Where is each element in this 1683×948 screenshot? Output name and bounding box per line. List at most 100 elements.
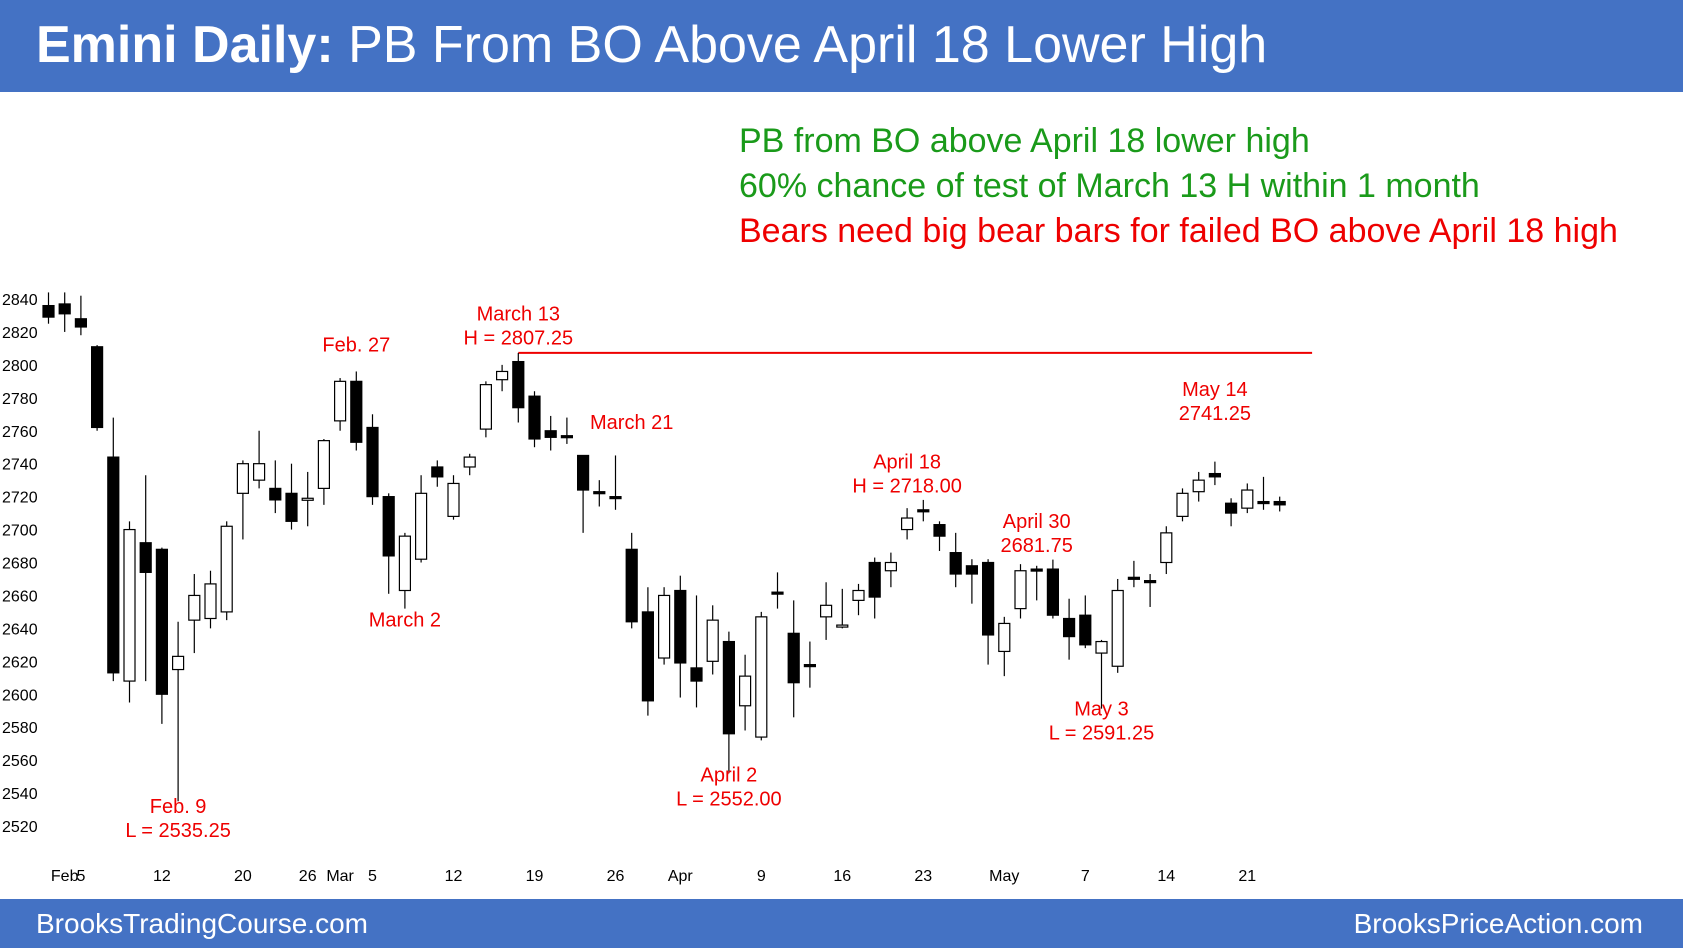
bull-candle bbox=[447, 482, 460, 517]
title-bar bbox=[0, 0, 1683, 92]
bear-candle bbox=[868, 561, 881, 598]
title-rest: PB From BO Above April 18 Lower High bbox=[348, 16, 1268, 74]
bear-candle bbox=[1046, 568, 1060, 616]
x-tick-label: 20 bbox=[234, 868, 252, 885]
y-tick-label: 2640 bbox=[2, 621, 38, 638]
bull-candle bbox=[1095, 640, 1108, 654]
chart-annotation: April 18 H = 2718.00 bbox=[852, 452, 962, 498]
x-tick-label: 5 bbox=[368, 868, 377, 885]
bear-candle bbox=[1208, 472, 1222, 478]
candlestick-chart: 2520254025602580260026202640266026802700… bbox=[2, 292, 1313, 885]
y-tick-label: 2580 bbox=[2, 720, 38, 737]
bear-candle bbox=[350, 380, 363, 443]
y-tick-label: 2780 bbox=[2, 391, 38, 408]
bear-candle bbox=[593, 491, 606, 495]
footer-right-link[interactable]: BrooksPriceAction.com bbox=[1353, 908, 1643, 939]
annotation-line: Feb. 9 bbox=[150, 796, 207, 818]
bull-candle bbox=[398, 535, 411, 592]
bear-candle bbox=[155, 548, 168, 695]
bear-candle bbox=[625, 548, 638, 623]
bull-candle bbox=[334, 380, 347, 422]
chart-annotation: May 14 2741.25 bbox=[1179, 379, 1251, 425]
annotation-line: 2741.25 bbox=[1179, 403, 1251, 425]
x-tick-label: 14 bbox=[1157, 868, 1175, 885]
bull-candle bbox=[253, 463, 266, 481]
bull-candle bbox=[738, 675, 752, 707]
bull-candle bbox=[317, 440, 330, 489]
x-tick-label: 21 bbox=[1238, 868, 1256, 885]
bear-candle bbox=[1273, 500, 1286, 506]
bear-candle bbox=[1030, 568, 1043, 572]
title-bold: Emini Daily: bbox=[36, 16, 334, 74]
annotation-line: March 13 bbox=[477, 303, 560, 325]
bull-candle bbox=[657, 594, 671, 659]
bull-candle bbox=[1014, 570, 1027, 610]
bear-candle bbox=[42, 304, 55, 318]
chart-annotation: March 2 bbox=[369, 610, 441, 632]
bull-candle bbox=[998, 622, 1011, 653]
bull-candle bbox=[479, 384, 492, 430]
annotation-line: April 30 bbox=[1003, 511, 1071, 533]
footer-left-link[interactable]: BrooksTradingCourse.com bbox=[36, 908, 368, 939]
bear-candle bbox=[576, 454, 590, 491]
bull-candle bbox=[884, 561, 898, 572]
bear-candle bbox=[560, 435, 574, 439]
bear-candle bbox=[544, 430, 557, 438]
bear-candle bbox=[528, 395, 541, 440]
x-tick-label: Apr bbox=[668, 868, 694, 885]
bear-candle bbox=[269, 487, 282, 501]
y-tick-label: 2660 bbox=[2, 588, 38, 605]
bear-candle bbox=[1062, 617, 1076, 638]
bull-candle bbox=[1241, 489, 1254, 509]
chart-annotation: March 13 H = 2807.25 bbox=[464, 303, 574, 349]
y-tick-label: 2740 bbox=[2, 457, 38, 474]
x-tick-label: 23 bbox=[914, 868, 932, 885]
bull-candle bbox=[836, 624, 849, 628]
annotation-line: May 3 bbox=[1074, 699, 1128, 721]
annotation-line: H = 2807.25 bbox=[464, 327, 574, 349]
x-tick-label: Mar bbox=[326, 868, 354, 885]
y-tick-label: 2520 bbox=[2, 819, 38, 836]
page-title: Emini Daily: PB From BO Above April 18 L… bbox=[36, 14, 1267, 76]
bear-candle bbox=[1143, 580, 1157, 584]
bear-candle bbox=[965, 565, 979, 575]
chart-annotation: Feb. 27 bbox=[322, 335, 390, 357]
bear-candle bbox=[690, 667, 703, 682]
annotation-line: April 18 bbox=[873, 452, 941, 474]
y-tick-label: 2540 bbox=[2, 786, 38, 803]
bear-candle bbox=[58, 303, 71, 315]
bear-candle bbox=[949, 552, 962, 575]
annotation-line: H = 2718.00 bbox=[852, 476, 962, 498]
annotation-line: 2681.75 bbox=[1001, 535, 1073, 557]
y-tick-label: 2820 bbox=[2, 325, 38, 342]
bull-candle bbox=[188, 594, 201, 621]
bull-candle bbox=[301, 497, 314, 501]
y-tick-label: 2680 bbox=[2, 556, 38, 573]
x-tick-label: 5 bbox=[76, 868, 85, 885]
bear-candle bbox=[107, 456, 120, 674]
bear-candle bbox=[1079, 614, 1092, 646]
y-tick-label: 2800 bbox=[2, 358, 38, 375]
bull-candle bbox=[415, 492, 428, 560]
annotation-line: April 2 bbox=[701, 765, 758, 787]
x-tick-label: 19 bbox=[526, 868, 544, 885]
annotation-line: L = 2552.00 bbox=[676, 789, 781, 811]
bear-candle bbox=[933, 524, 946, 537]
annotation-line: Feb. 27 bbox=[322, 335, 390, 357]
x-tick-label: Feb bbox=[51, 868, 79, 885]
bull-candle bbox=[755, 616, 768, 738]
bear-candle bbox=[641, 611, 655, 702]
y-tick-label: 2840 bbox=[2, 292, 38, 309]
x-tick-label: 16 bbox=[833, 868, 851, 885]
bull-candle bbox=[220, 525, 233, 613]
note-bears-need: Bears need big bear bars for failed BO a… bbox=[739, 212, 1618, 250]
y-tick-label: 2700 bbox=[2, 523, 38, 540]
annotation-line: March 21 bbox=[590, 412, 673, 434]
note-test-probability: 60% chance of test of March 13 H within … bbox=[739, 167, 1480, 205]
bear-candle bbox=[609, 496, 622, 500]
y-tick-label: 2600 bbox=[2, 687, 38, 704]
bull-candle bbox=[1160, 532, 1173, 564]
bull-candle bbox=[204, 583, 217, 620]
